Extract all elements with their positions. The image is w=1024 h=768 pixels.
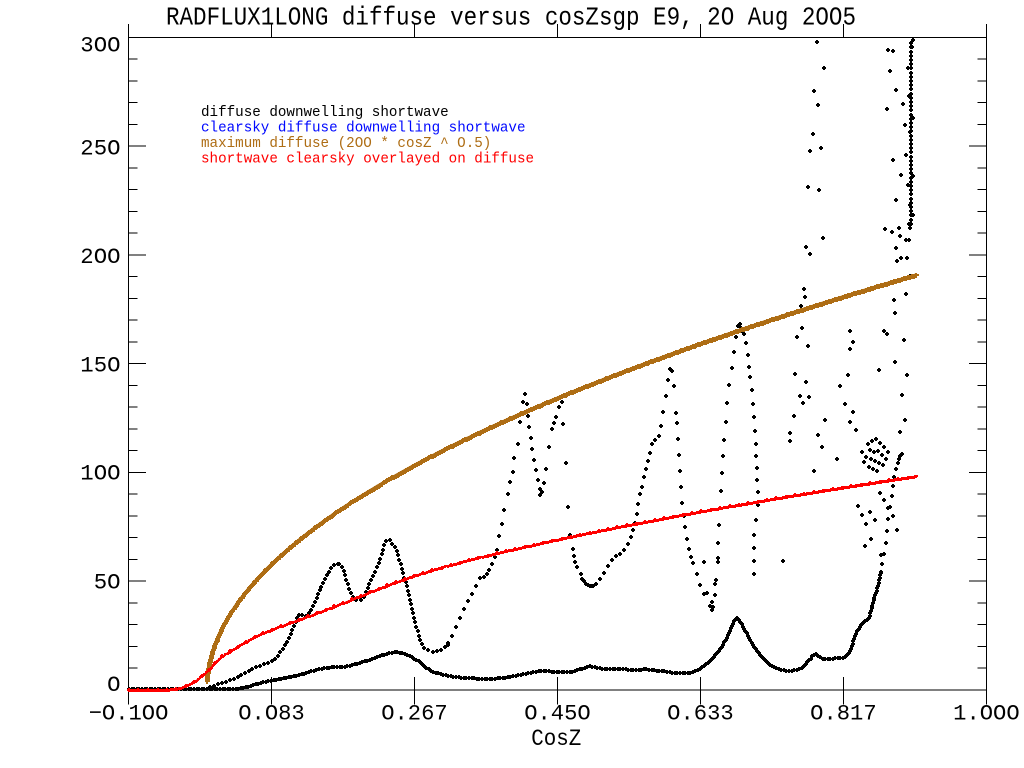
svg-text:O: O <box>107 672 120 698</box>
svg-text:O.45O: O.45O <box>524 700 591 726</box>
svg-text:O.O83: O.O83 <box>238 700 305 726</box>
svg-text:O.267: O.267 <box>381 700 448 726</box>
svg-text:CosZ: CosZ <box>531 726 581 752</box>
svg-text:25O: 25O <box>80 136 120 162</box>
svg-text:diffuse downwelling shortwave: diffuse downwelling shortwave <box>201 103 449 121</box>
svg-text:O.633: O.633 <box>667 700 734 726</box>
svg-text:2OO: 2OO <box>80 244 120 270</box>
svg-text:−O.1OO: −O.1OO <box>89 700 169 726</box>
svg-text:1OO: 1OO <box>80 461 120 487</box>
svg-text:5O: 5O <box>94 570 121 596</box>
svg-text:O.817: O.817 <box>810 700 877 726</box>
svg-text:maximum diffuse (2OO * cosZ ^: maximum diffuse (2OO * cosZ ^ O.5) <box>201 134 491 152</box>
svg-text:1.OOO: 1.OOO <box>953 700 1020 726</box>
svg-text:RADFLUX1LONG diffuse versus co: RADFLUX1LONG diffuse versus cosZsgp E9, … <box>166 2 856 32</box>
svg-text:clearsky diffuse downwelling s: clearsky diffuse downwelling shortwave <box>201 119 526 137</box>
svg-text:3OO: 3OO <box>80 32 120 58</box>
svg-text:shortwave clearsky overlayed o: shortwave clearsky overlayed on diffuse <box>201 150 534 168</box>
svg-text:15O: 15O <box>80 353 120 379</box>
